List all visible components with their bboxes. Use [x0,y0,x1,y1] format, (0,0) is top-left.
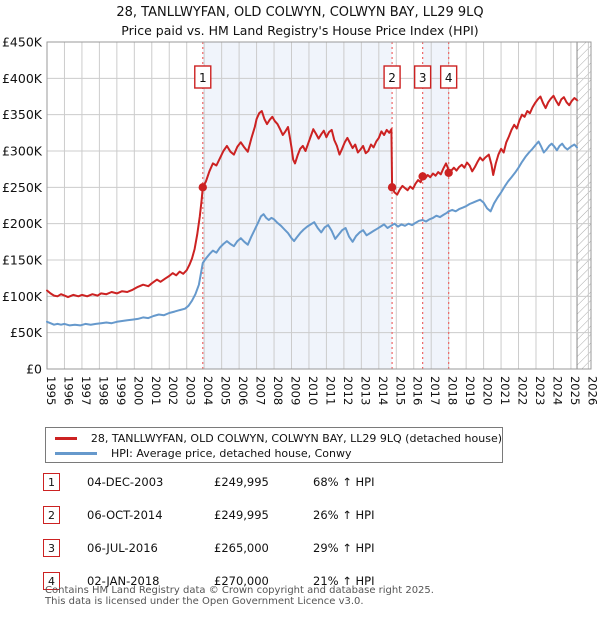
sale-2-price: £249,995 [214,508,269,522]
copyright-line: Contains HM Land Registry data © Crown c… [45,585,434,596]
svg-text:2009: 2009 [288,376,302,405]
svg-text:1998: 1998 [96,376,110,405]
future-hatch-region [576,42,591,369]
svg-text:2010: 2010 [306,376,320,405]
sale-flag-number-4: 4 [445,71,453,85]
sale-row-3: 3 06-JUL-2016 £265,000 29% ↑ HPI [0,539,600,559]
sale-1-date: 04-DEC-2003 [87,475,164,489]
licence-line: This data is licensed under the Open Gov… [45,596,364,607]
y-axis-labels: £0 £50K £100K £150K £200K £250K £300K £350K £400… [2,35,43,377]
legend-entry-property: 28, TANLLWYFAN, OLD COLWYN, COLWYN BAY, … [46,431,502,446]
sale-1-price: £249,995 [214,475,269,489]
chart-subtitle: Price paid vs. HM Land Registry's House … [121,23,479,38]
svg-text:£300K: £300K [2,144,43,159]
svg-text:£250K: £250K [2,180,43,195]
sale-flag-number-3: 3 [419,71,427,85]
sale-3-number-badge: 3 [43,539,60,557]
svg-text:2015: 2015 [393,376,407,405]
plot-border [46,41,592,370]
svg-text:1997: 1997 [79,376,93,405]
sale-row-1: 1 04-DEC-2003 £249,995 68% ↑ HPI [0,473,600,493]
svg-text:2024: 2024 [550,376,564,405]
svg-text:£0: £0 [26,362,42,377]
property-price-line [46,94,578,299]
svg-text:1995: 1995 [44,376,58,405]
svg-text:2023: 2023 [533,376,547,405]
svg-text:2019: 2019 [463,376,477,405]
svg-text:£50K: £50K [10,325,43,340]
sale-2-number-badge: 2 [43,506,60,524]
svg-text:2021: 2021 [498,376,512,405]
sale-2-date: 06-OCT-2014 [87,508,163,522]
sale-flag-number-2: 2 [388,71,396,85]
chart-title: 28, TANLLWYFAN, OLD COLWYN, COLWYN BAY, … [116,5,484,20]
sale-row-4: 4 02-JAN-2018 £270,000 21% ↑ HPI [0,572,600,592]
sale-flag-4 [439,65,458,89]
hpi-line [46,140,578,327]
price-history-chart: 1 2 3 4 £0 £50K £100K £150K £200K £250K £300K £350K… [2,35,599,406]
legend-entry-hpi: HPI: Average price, detached house, Conw… [46,446,502,461]
svg-text:2016: 2016 [411,376,425,405]
svg-text:2003: 2003 [184,376,198,405]
sale-3-date: 06-JUL-2016 [87,541,158,555]
sale-2-hpi-change: 26% ↑ HPI [313,508,375,522]
sale-4-price: £270,000 [214,574,269,588]
svg-text:£200K: £200K [2,216,43,231]
svg-text:2007: 2007 [254,376,268,405]
svg-text:£150K: £150K [2,253,43,268]
sale-3-price: £265,000 [214,541,269,555]
svg-text:2020: 2020 [481,376,495,405]
svg-text:2025: 2025 [568,376,582,405]
svg-text:2005: 2005 [219,376,233,405]
svg-text:£450K: £450K [2,35,43,50]
svg-text:2006: 2006 [236,376,250,405]
svg-text:2001: 2001 [149,376,163,405]
sale-marker-4 [444,168,453,177]
svg-text:1996: 1996 [61,376,75,405]
svg-text:2002: 2002 [166,376,180,405]
legend-label-hpi: HPI: Average price, detached house, Conw… [111,447,352,460]
sale-4-hpi-change: 21% ↑ HPI [313,574,375,588]
sale-flag-1 [194,65,212,89]
sale-3-hpi-change: 29% ↑ HPI [313,541,375,555]
svg-text:1999: 1999 [114,376,128,405]
hpi-line-swatch [55,452,97,455]
svg-text:2008: 2008 [271,376,285,405]
svg-text:2012: 2012 [341,376,355,405]
x-axis-labels: 1995 1996 1997 1998 1999 2000 2001 2002 2003 2004… [44,376,599,405]
sale-flag-2 [383,65,401,89]
sale-flag-3 [413,65,432,89]
svg-text:2004: 2004 [201,376,215,405]
sale-1-hpi-change: 68% ↑ HPI [313,475,375,489]
svg-text:2014: 2014 [376,376,390,405]
svg-text:2026: 2026 [585,376,599,405]
sale-1-number-badge: 1 [43,473,60,491]
svg-text:2000: 2000 [131,376,145,405]
svg-text:2018: 2018 [446,376,460,405]
ownership-shaded-bands [202,42,449,369]
svg-text:2017: 2017 [428,376,442,405]
svg-text:£350K: £350K [2,107,43,122]
sale-row-2: 2 06-OCT-2014 £249,995 26% ↑ HPI [0,506,600,526]
svg-text:2022: 2022 [516,376,530,405]
legend: 28, TANLLWYFAN, OLD COLWYN, COLWYN BAY, … [45,427,503,463]
sale-marker-2 [387,183,397,192]
svg-text:£100K: £100K [2,289,43,304]
sale-marker-3 [418,172,427,181]
legend-label-property: 28, TANLLWYFAN, OLD COLWYN, COLWYN BAY, … [90,432,502,445]
sale-4-number-badge: 4 [43,572,60,590]
sale-markers: 1 2 3 4 [194,65,458,192]
svg-text:2013: 2013 [358,376,372,405]
svg-text:£400K: £400K [2,71,43,86]
sale-4-date: 02-JAN-2018 [87,574,160,588]
sale-marker-1 [198,183,207,192]
property-line-swatch [55,437,77,440]
sale-flag-number-1: 1 [199,71,207,85]
svg-text:2011: 2011 [323,376,337,405]
